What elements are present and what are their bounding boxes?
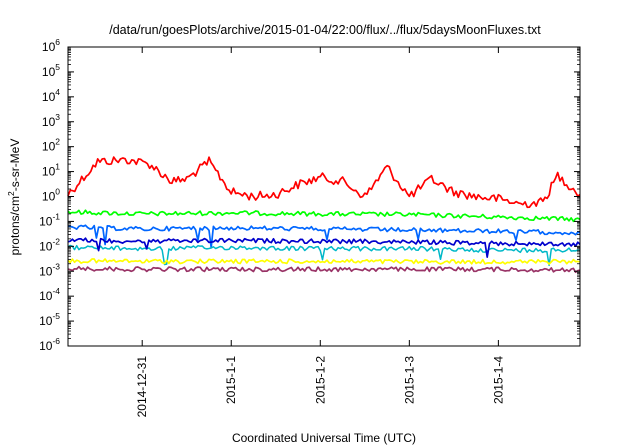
- series-line-6: [67, 258, 581, 265]
- y-tick-label: 10-3: [39, 261, 60, 278]
- y-axis-label: protons/cm2-s-sr-MeV: [6, 139, 22, 256]
- series-line-3: [67, 224, 581, 249]
- y-tick-label: 102: [42, 137, 60, 154]
- plot-frame: [67, 46, 581, 347]
- series-layer: [67, 156, 581, 274]
- y-tick-label: 10-2: [39, 236, 60, 253]
- y-tick-label: 10-1: [39, 211, 60, 228]
- x-tick-label: 2015-1-3: [402, 356, 416, 404]
- y-tick-label: 101: [42, 162, 60, 179]
- y-tick-label: 104: [42, 87, 60, 104]
- x-tick-label: 2015-1-2: [313, 356, 327, 404]
- y-tick-label: 10-6: [39, 336, 60, 353]
- series-line-2: [67, 209, 581, 223]
- y-tick-label: 10-5: [39, 311, 60, 328]
- y-tick-label: 105: [42, 62, 60, 79]
- y-axis-label-base: protons/cm: [8, 196, 22, 255]
- series-line-7: [67, 265, 581, 274]
- x-axis-label: Coordinated Universal Time (UTC): [232, 431, 416, 445]
- x-tick-label: 2015-1-4: [491, 356, 505, 404]
- y-axis: 10-6 10-5 10-4 10-3 10-2 10-1 100 101 102 103 104 1…: [39, 37, 580, 353]
- y-axis-label-exp: 2: [6, 191, 16, 196]
- y-axis-label-rest: -s-sr-MeV: [8, 139, 22, 192]
- y-tick-label: 103: [42, 112, 60, 129]
- y-tick-label: 100: [42, 187, 60, 204]
- x-axis: 2014-12-31 2015-1-1 2015-1-2 2015-1-3 2015-1…: [135, 47, 505, 417]
- x-tick-label: 2015-1-1: [224, 356, 238, 404]
- series-line-5: [67, 237, 581, 258]
- y-tick-label: 106: [42, 37, 60, 54]
- series-line-1: [67, 156, 581, 209]
- series-line-4: [67, 244, 581, 267]
- x-tick-label: 2014-12-31: [135, 356, 149, 418]
- chart-title: /data/run/goesPlots/archive/2015-01-04/2…: [109, 23, 541, 37]
- y-tick-label: 10-4: [39, 286, 60, 303]
